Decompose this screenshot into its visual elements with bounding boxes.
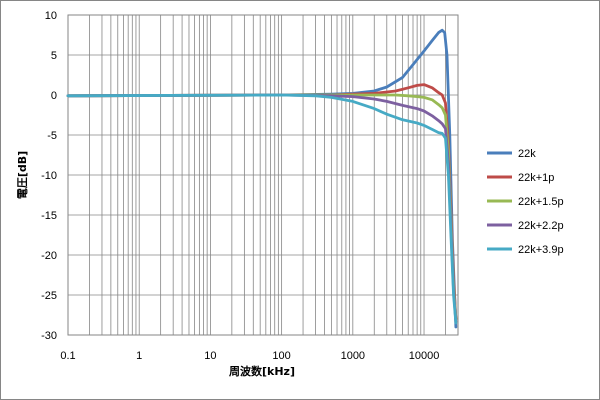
y-tick-label: -30 <box>41 330 57 342</box>
series-line <box>66 83 458 321</box>
x-tick-label: 10000 <box>409 350 440 362</box>
y-axis-title: 電圧[dB] <box>16 151 29 199</box>
legend-label: 22k+1p <box>518 172 554 184</box>
x-tick-label: 10 <box>204 350 216 362</box>
plot-area-border <box>67 14 459 336</box>
y-tick-label: -10 <box>41 170 57 182</box>
series-line <box>66 93 458 323</box>
series-layer <box>66 28 458 329</box>
x-tick-label: 1000 <box>341 350 365 362</box>
y-tick-label: -20 <box>41 250 57 262</box>
legend-label: 22k+3.9p <box>518 244 564 256</box>
x-axis-title: 周波数[kHz] <box>229 364 295 378</box>
y-tick-label: -5 <box>47 130 57 142</box>
x-tick-labels: 0.1 1 10 100 1000 10000 <box>60 350 439 362</box>
series-line <box>66 28 458 329</box>
x-tick-label: 1 <box>136 350 142 362</box>
series-line <box>66 93 458 321</box>
y-tick-label: -15 <box>41 210 57 222</box>
y-tick-labels: 10 5 0 -5 -10 -15 -20 -25 -30 <box>41 10 57 342</box>
x-tick-label: 0.1 <box>60 350 75 362</box>
series-line <box>66 93 458 325</box>
y-tick-label: 0 <box>51 90 57 102</box>
y-tick-label: 5 <box>51 50 57 62</box>
legend: 22k 22k+1p 22k+1.5p 22k+2.2p 22k+3.9p <box>487 148 564 256</box>
y-tick-label: -25 <box>41 290 57 302</box>
x-tick-label: 100 <box>272 350 290 362</box>
y-tick-label: 10 <box>45 10 57 22</box>
legend-label: 22k+2.2p <box>518 220 564 232</box>
legend-label: 22k+1.5p <box>518 196 564 208</box>
grid <box>68 14 458 336</box>
legend-label: 22k <box>518 148 536 160</box>
